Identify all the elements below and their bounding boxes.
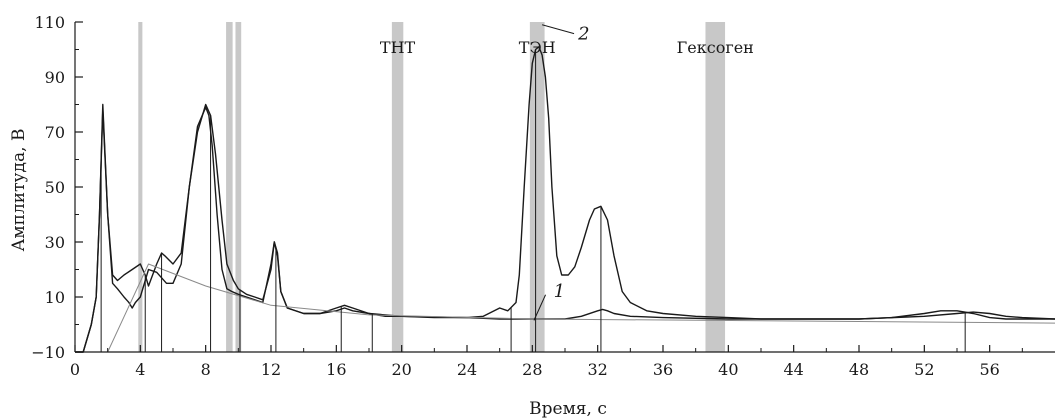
curve-label-2: 2 [577,24,589,45]
x-tick-label-6: 24 [457,360,477,379]
x-tick-label-3: 12 [261,360,281,379]
x-tick-label-12: 48 [849,360,869,379]
y-tick-label-5: 90 [45,68,65,87]
x-tick-label-0: 0 [70,360,80,379]
curve-labels: 12 [533,24,590,321]
curve-label-1: 1 [554,281,565,302]
x-ticks: 0 4 8 12 16 20 24 28 32 36 40 44 48 52 56 [70,345,1023,379]
x-tick-label-7: 28 [522,360,542,379]
x-tick-label-5: 20 [391,360,411,379]
curve-label-leader-1 [533,294,547,321]
x-tick-label-1: 4 [135,360,145,379]
band-label-3: ТНТ [380,38,416,57]
series-line-2 [107,263,1056,353]
x-tick-label-4: 16 [326,360,346,379]
x-tick-label-13: 52 [914,360,934,379]
highlight-band-2 [235,22,242,352]
series-lines [75,46,1056,353]
y-tick-label-6: 110 [34,13,65,32]
series-line-0 [75,46,1055,353]
x-tick-label-10: 40 [718,360,738,379]
x-axis-label: Время, с [529,399,607,419]
x-tick-label-2: 8 [201,360,211,379]
axes [74,22,1055,353]
baseline-marks [100,49,966,352]
y-axis-label: Амплитуда, В [9,129,29,252]
x-tick-label-9: 36 [653,360,673,379]
y-tick-label-1: 10 [45,288,65,307]
highlight-bands [138,22,726,352]
highlight-band-3 [391,22,404,352]
highlight-band-5 [705,22,726,352]
highlight-band-0 [138,22,143,352]
y-tick-label-0: −10 [31,343,65,362]
band-labels: ТНТ ТЭН Гексоген [380,38,754,57]
curve-label-leader-2 [541,24,575,35]
highlight-band-4 [529,22,545,352]
y-tick-label-3: 50 [45,178,65,197]
x-tick-label-14: 56 [979,360,999,379]
y-ticks: −10 10 30 50 70 90 110 [31,13,83,362]
y-tick-label-4: 70 [45,123,65,142]
highlight-band-1 [226,22,233,352]
x-tick-label-11: 44 [783,360,803,379]
y-tick-label-2: 30 [45,233,65,252]
x-tick-label-8: 32 [587,360,607,379]
band-label-5: Гексоген [677,38,754,57]
